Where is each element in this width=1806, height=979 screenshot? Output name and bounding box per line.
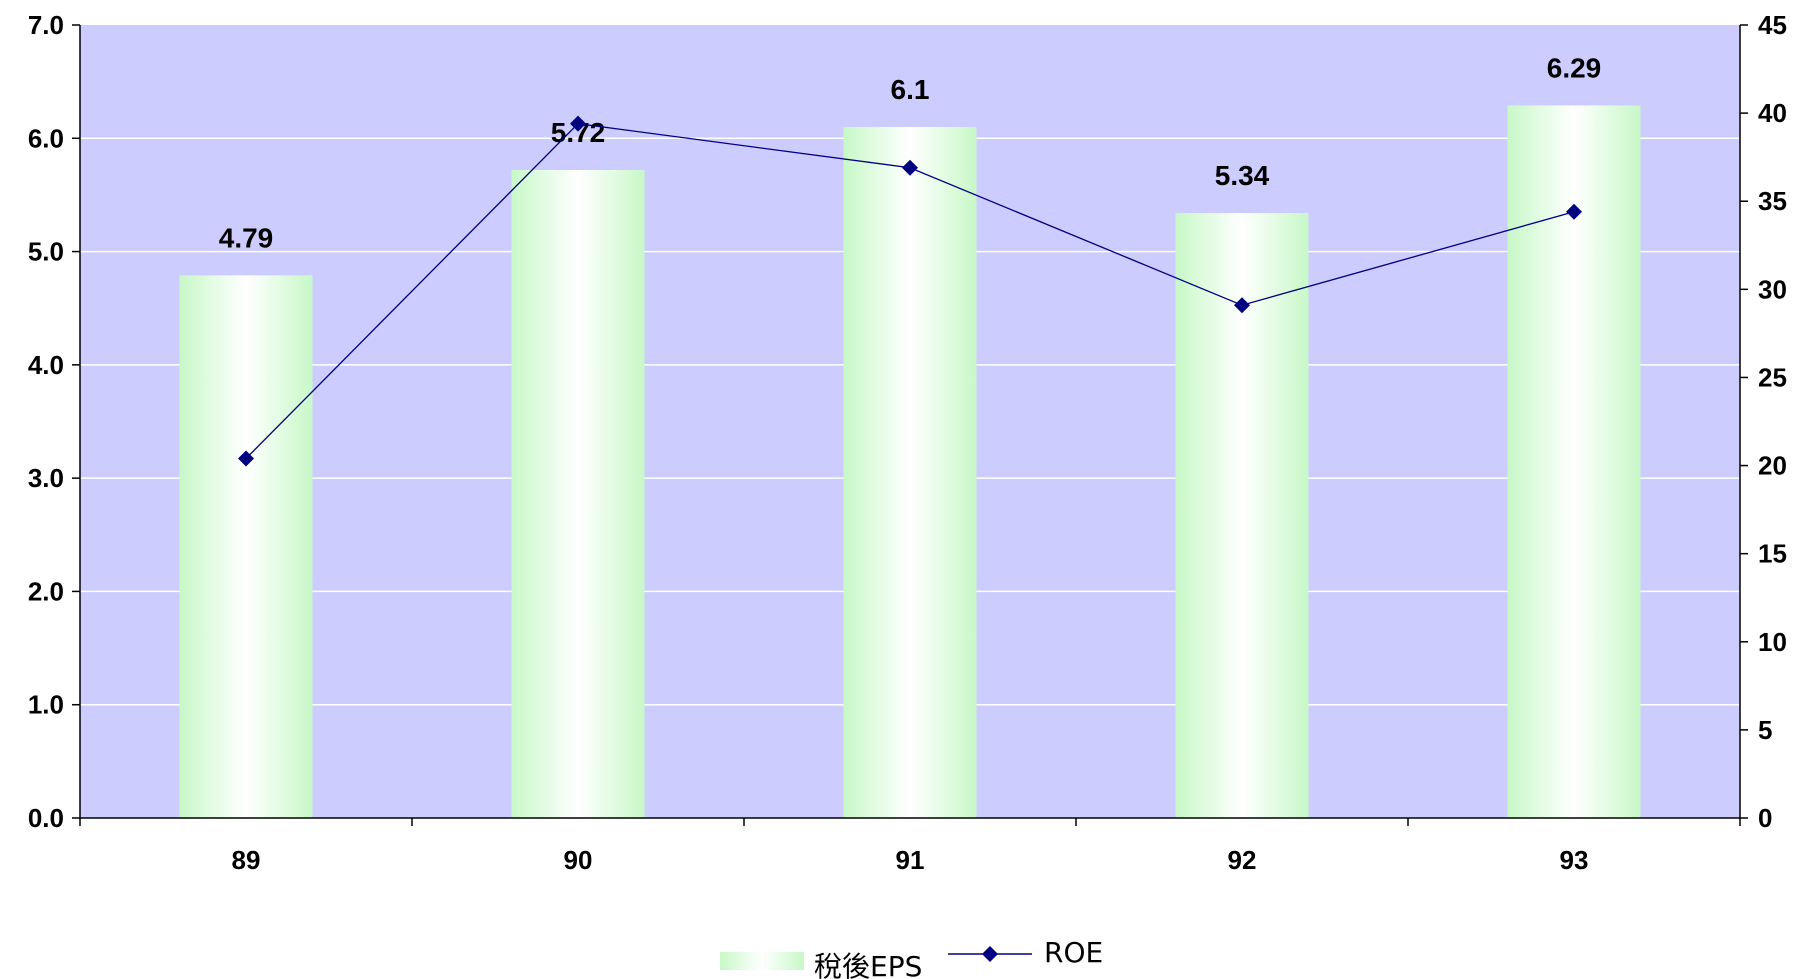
point-ROE-93 <box>1566 203 1582 220</box>
point-ROE-92 <box>1234 297 1250 314</box>
data-label: 6.1 <box>891 74 930 105</box>
y-right-tick-label: 0 <box>1758 803 1772 833</box>
bar-稅後EPS-91 <box>843 126 977 818</box>
y-right-tick-label: 20 <box>1758 451 1787 481</box>
y-right-tick-label: 45 <box>1758 10 1787 40</box>
legend-marker-ROE <box>982 946 998 962</box>
y-left-tick-label: 6.0 <box>28 123 64 153</box>
data-label: 4.79 <box>219 222 274 253</box>
bar-稅後EPS-90 <box>511 170 645 818</box>
y-left-tick-label: 5.0 <box>28 237 64 267</box>
y-right-tick-label: 10 <box>1758 627 1787 657</box>
x-tick-label: 92 <box>1228 845 1257 875</box>
x-tick-label: 90 <box>564 845 593 875</box>
y-left-tick-label: 3.0 <box>28 463 64 493</box>
y-right-tick-label: 15 <box>1758 539 1787 569</box>
point-ROE-90 <box>570 115 586 132</box>
legend-label-ROE: ROE <box>1044 936 1103 969</box>
y-left-tick-label: 7.0 <box>28 10 64 40</box>
legend: 稅後EPS ROE <box>720 936 1103 979</box>
y-left-tick-label: 4.0 <box>28 350 64 380</box>
x-tick-label: 93 <box>1560 845 1589 875</box>
legend-label-稅後EPS: 稅後EPS <box>814 950 922 979</box>
point-ROE-89 <box>238 450 254 467</box>
y-right-tick-label: 35 <box>1758 186 1787 216</box>
x-tick-label: 91 <box>896 845 925 875</box>
data-label: 5.34 <box>1215 160 1270 191</box>
point-ROE-91 <box>902 159 918 176</box>
x-tick-label: 89 <box>232 845 261 875</box>
y-right-tick-label: 30 <box>1758 274 1787 304</box>
data-label: 6.29 <box>1547 52 1602 83</box>
y-right-tick-label: 40 <box>1758 98 1787 128</box>
legend-swatch-稅後EPS <box>720 952 804 970</box>
y-left-tick-label: 1.0 <box>28 690 64 720</box>
y-right-tick-label: 5 <box>1758 715 1772 745</box>
y-left-tick-label: 2.0 <box>28 576 64 606</box>
y-left-tick-label: 0.0 <box>28 803 64 833</box>
bar-稅後EPS-89 <box>179 275 313 818</box>
y-right-tick-label: 25 <box>1758 362 1787 392</box>
bar-稅後EPS-92 <box>1175 213 1309 818</box>
